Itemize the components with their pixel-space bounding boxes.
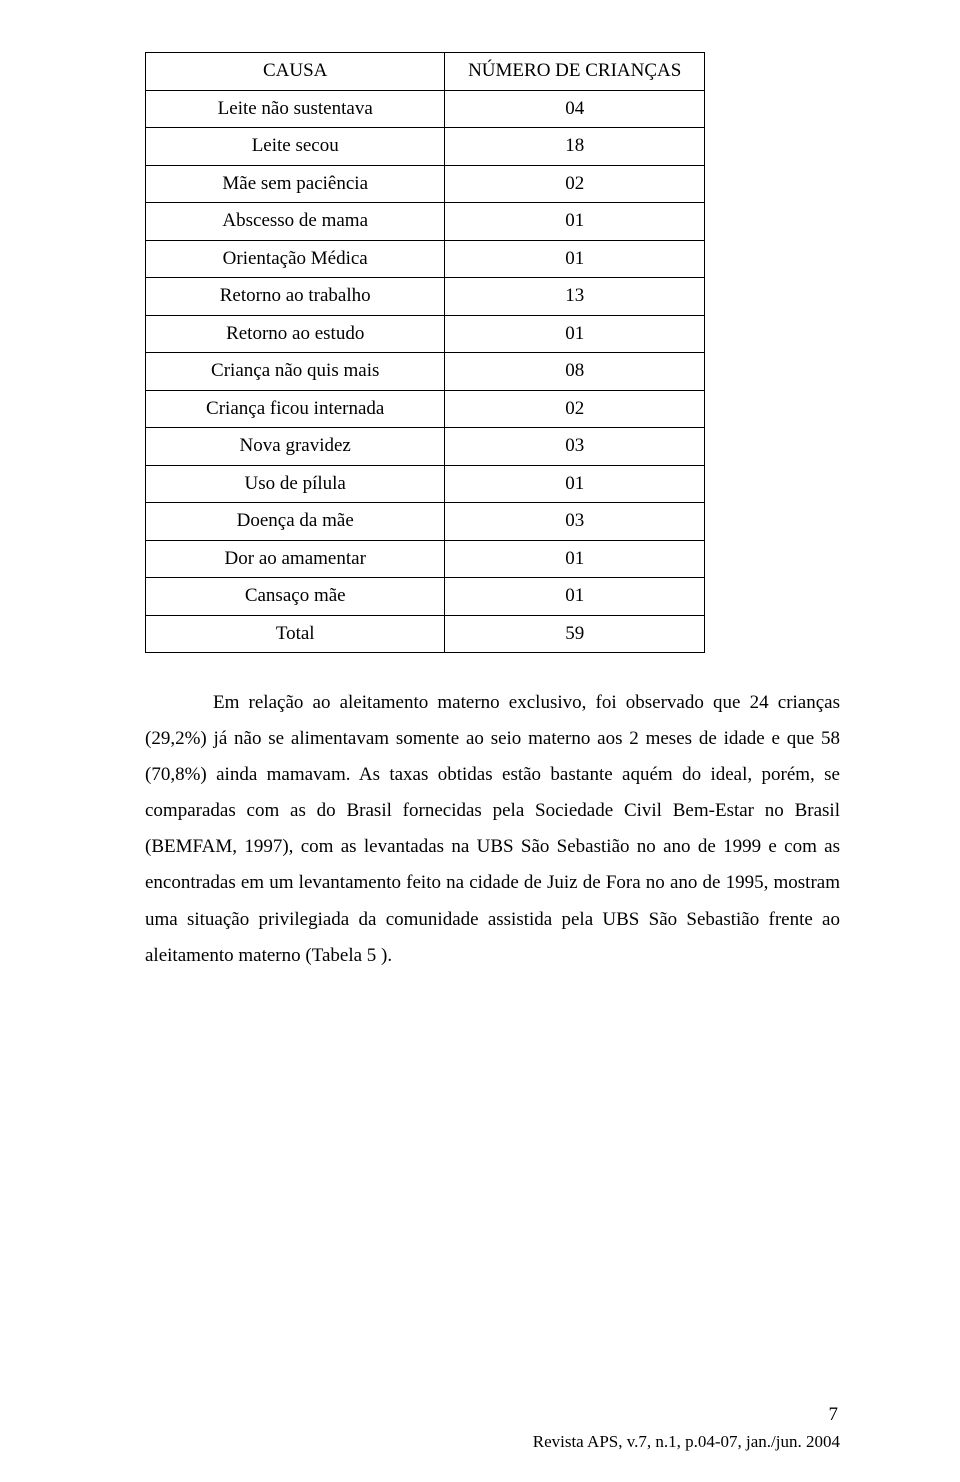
table-row: Leite não sustentava04 bbox=[146, 90, 705, 128]
table-row: Mãe sem paciência02 bbox=[146, 165, 705, 203]
table-header-num: NÚMERO DE CRIANÇAS bbox=[445, 53, 705, 91]
table-row: Cansaço mãe01 bbox=[146, 578, 705, 616]
table-header-cause: CAUSA bbox=[146, 53, 445, 91]
causes-table: CAUSANÚMERO DE CRIANÇASLeite não sustent… bbox=[145, 52, 705, 653]
table-cell-cause: Uso de pílula bbox=[146, 465, 445, 503]
footer-citation: Revista APS, v.7, n.1, p.04-07, jan./jun… bbox=[533, 1432, 840, 1451]
table-cell-cause: Leite não sustentava bbox=[146, 90, 445, 128]
page-footer: 7 Revista APS, v.7, n.1, p.04-07, jan./j… bbox=[533, 1402, 840, 1454]
table-cell-cause: Criança ficou internada bbox=[146, 390, 445, 428]
table-cell-num: 01 bbox=[445, 578, 705, 616]
table-row: Uso de pílula01 bbox=[146, 465, 705, 503]
table-cell-num: 08 bbox=[445, 353, 705, 391]
table-row: Retorno ao trabalho13 bbox=[146, 278, 705, 316]
table-cell-cause: Nova gravidez bbox=[146, 428, 445, 466]
table-row: Retorno ao estudo01 bbox=[146, 315, 705, 353]
table-cell-num: 03 bbox=[445, 428, 705, 466]
table-cell-num: 13 bbox=[445, 278, 705, 316]
table-cell-cause: Leite secou bbox=[146, 128, 445, 166]
table-row: Criança não quis mais08 bbox=[146, 353, 705, 391]
table-cell-cause: Retorno ao estudo bbox=[146, 315, 445, 353]
table-row: Total59 bbox=[146, 615, 705, 653]
table-cell-num: 01 bbox=[445, 203, 705, 241]
table-cell-cause: Retorno ao trabalho bbox=[146, 278, 445, 316]
table-cell-num: 01 bbox=[445, 465, 705, 503]
table-row: Dor ao amamentar01 bbox=[146, 540, 705, 578]
table-cell-cause: Criança não quis mais bbox=[146, 353, 445, 391]
table-cell-num: 02 bbox=[445, 390, 705, 428]
table-row: Abscesso de mama01 bbox=[146, 203, 705, 241]
table-row: Doença da mãe03 bbox=[146, 503, 705, 541]
body-paragraph: Em relação ao aleitamento materno exclus… bbox=[145, 685, 840, 974]
table-cell-cause: Abscesso de mama bbox=[146, 203, 445, 241]
table-cell-cause: Dor ao amamentar bbox=[146, 540, 445, 578]
table-cell-cause: Total bbox=[146, 615, 445, 653]
table-cell-cause: Doença da mãe bbox=[146, 503, 445, 541]
page-number: 7 bbox=[533, 1402, 840, 1429]
table-cell-num: 01 bbox=[445, 540, 705, 578]
table-cell-num: 59 bbox=[445, 615, 705, 653]
table-row: Nova gravidez03 bbox=[146, 428, 705, 466]
table-row: Leite secou18 bbox=[146, 128, 705, 166]
table-cell-cause: Mãe sem paciência bbox=[146, 165, 445, 203]
table-cell-num: 18 bbox=[445, 128, 705, 166]
table-cell-num: 03 bbox=[445, 503, 705, 541]
table-cell-num: 04 bbox=[445, 90, 705, 128]
table-cell-num: 01 bbox=[445, 240, 705, 278]
paragraph-text: Em relação ao aleitamento materno exclus… bbox=[145, 692, 840, 966]
table-cell-num: 01 bbox=[445, 315, 705, 353]
table-cell-cause: Orientação Médica bbox=[146, 240, 445, 278]
table-row: Orientação Médica01 bbox=[146, 240, 705, 278]
table-row: Criança ficou internada02 bbox=[146, 390, 705, 428]
table-header-row: CAUSANÚMERO DE CRIANÇAS bbox=[146, 53, 705, 91]
table-cell-cause: Cansaço mãe bbox=[146, 578, 445, 616]
table-cell-num: 02 bbox=[445, 165, 705, 203]
